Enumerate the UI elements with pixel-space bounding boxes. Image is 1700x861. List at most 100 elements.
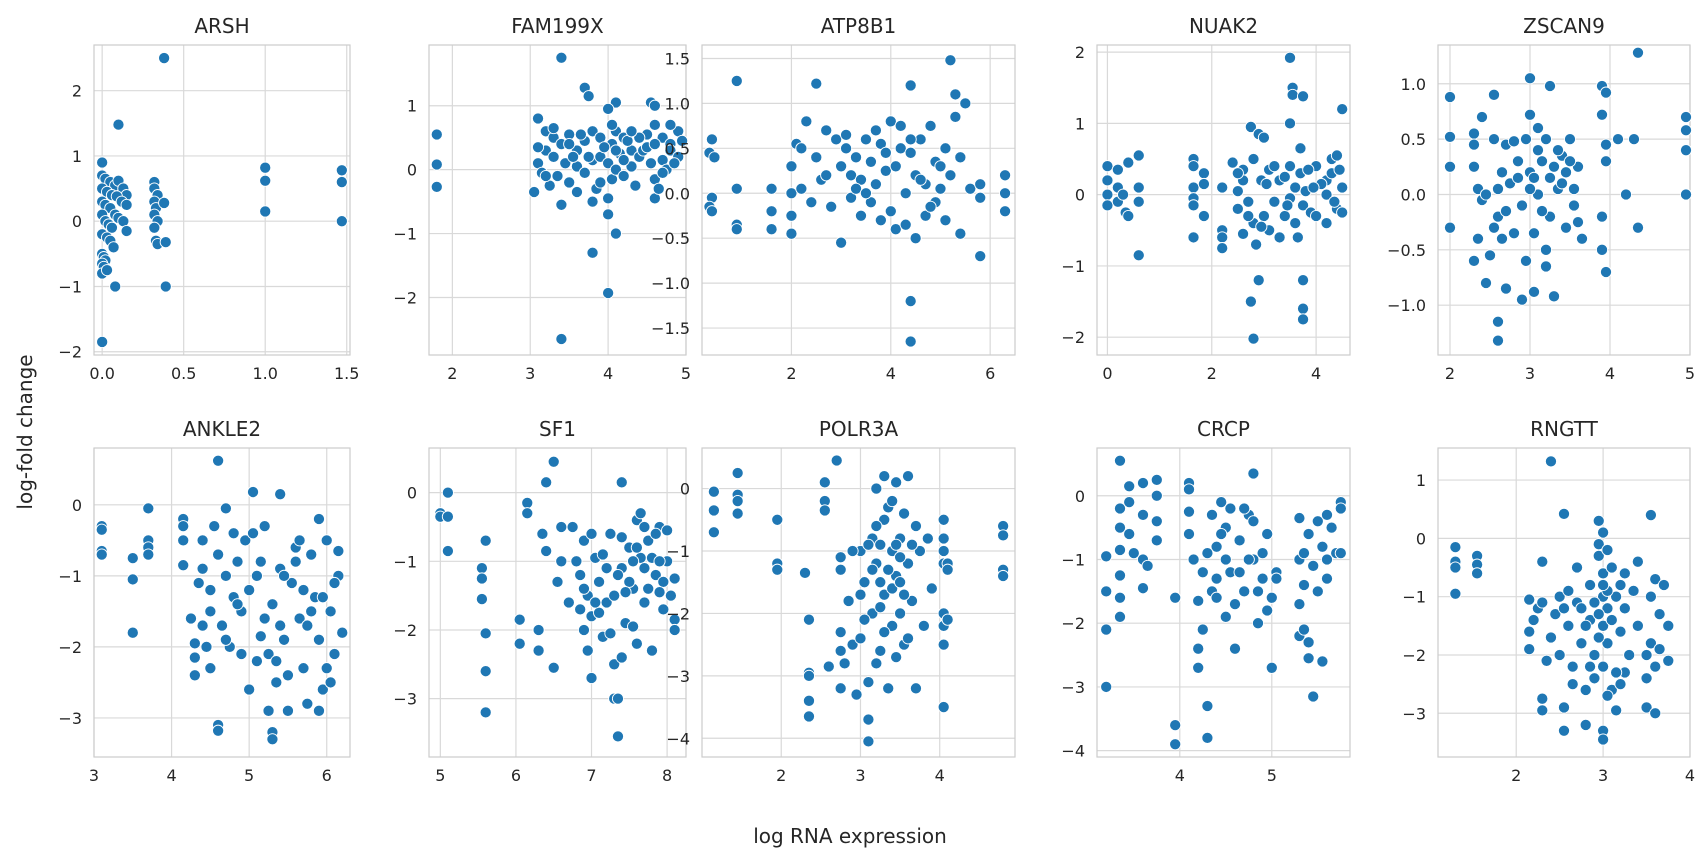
- data-point: [1595, 108, 1609, 121]
- data-point: [270, 655, 283, 668]
- data-point: [634, 507, 647, 520]
- data-point: [705, 133, 718, 146]
- data-point: [528, 185, 541, 199]
- data-point: [1187, 199, 1200, 212]
- points-sf1: [434, 455, 681, 743]
- data-point: [598, 141, 611, 154]
- data-point: [668, 572, 681, 585]
- data-point: [95, 548, 108, 561]
- data-point: [540, 544, 553, 558]
- data-point: [869, 178, 882, 191]
- data-point: [1169, 719, 1182, 732]
- data-point: [1449, 541, 1462, 554]
- data-point: [1653, 643, 1666, 656]
- data-point: [532, 644, 545, 657]
- data-point: [889, 223, 902, 236]
- data-point: [1201, 731, 1214, 744]
- panel-zscan9: ZSCAN9 2 3 4 5 −1.0 −0.5 0.0 0.5 1.0: [1387, 14, 1695, 383]
- y-tick-label: 0: [1416, 529, 1426, 548]
- data-point: [1562, 619, 1575, 632]
- data-point: [1316, 540, 1329, 553]
- y-tick-label: 0: [72, 496, 82, 515]
- data-point: [894, 576, 907, 589]
- data-point: [858, 576, 871, 589]
- data-point: [1571, 216, 1585, 229]
- data-point: [1523, 643, 1536, 656]
- x-tick-label: 7: [586, 766, 596, 785]
- data-point: [1238, 585, 1251, 598]
- data-point: [1623, 648, 1636, 662]
- data-point: [1597, 619, 1610, 632]
- data-point: [630, 637, 643, 650]
- panel-title: ARSH: [194, 14, 249, 38]
- x-tick-label: 2: [1445, 364, 1455, 383]
- data-point: [1244, 120, 1257, 134]
- data-point: [1247, 467, 1260, 480]
- x-tick-label: 6: [322, 766, 332, 785]
- data-point: [1557, 507, 1571, 520]
- panel-sf1: SF1 5 6 7 8 −3 −2 −1 0: [393, 417, 687, 785]
- data-point: [949, 88, 962, 101]
- y-tick-label: −3: [58, 709, 82, 728]
- x-tick-label: 0: [1102, 364, 1112, 383]
- data-point: [1467, 127, 1481, 140]
- data-point: [664, 118, 677, 131]
- data-point: [1495, 232, 1509, 245]
- data-point: [602, 157, 615, 170]
- data-point: [1597, 660, 1610, 673]
- panel-frame: [701, 447, 1016, 758]
- data-point: [1467, 160, 1481, 173]
- data-point: [1187, 231, 1200, 244]
- data-point: [1487, 88, 1501, 101]
- data-point: [305, 605, 318, 618]
- data-point: [859, 133, 873, 146]
- data-point: [934, 160, 947, 173]
- data-point: [262, 647, 275, 661]
- data-point: [328, 576, 341, 590]
- data-point: [1563, 133, 1577, 146]
- data-point: [1197, 209, 1210, 223]
- data-point: [148, 221, 161, 234]
- data-point: [1197, 167, 1210, 180]
- data-point: [765, 223, 778, 236]
- data-point: [854, 588, 867, 601]
- data-point: [1255, 220, 1268, 233]
- data-point: [835, 160, 848, 173]
- data-point: [1268, 195, 1281, 208]
- data-point: [1219, 553, 1232, 566]
- data-point: [1123, 496, 1136, 509]
- data-point: [904, 335, 917, 348]
- data-point: [1597, 733, 1610, 746]
- data-point: [1653, 608, 1666, 621]
- data-point: [1297, 302, 1310, 315]
- panel-fam199x: FAM199X 2 3 4 5 −2 −1 0 1: [393, 14, 691, 383]
- data-point: [567, 150, 580, 163]
- data-point: [335, 215, 348, 228]
- x-tick-label: 3: [89, 766, 99, 785]
- data-point: [1592, 514, 1605, 527]
- points-zscan9: [1443, 46, 1693, 347]
- data-point: [586, 246, 599, 259]
- data-point: [862, 676, 875, 689]
- y-tick-label: −2: [393, 288, 417, 307]
- data-point: [820, 124, 833, 137]
- data-point: [1261, 604, 1274, 617]
- data-point: [1662, 619, 1675, 632]
- data-point: [834, 551, 847, 564]
- data-point: [1328, 195, 1341, 208]
- data-point: [278, 569, 291, 582]
- data-point: [937, 544, 950, 558]
- x-tick-label: 2: [1207, 364, 1217, 383]
- data-point: [1540, 654, 1553, 667]
- y-tick-label: −1.5: [651, 319, 690, 338]
- data-point: [1228, 642, 1242, 655]
- points-atp8b1: [703, 54, 1012, 348]
- data-point: [1605, 613, 1618, 627]
- data-point: [664, 144, 677, 157]
- data-point: [1562, 584, 1575, 597]
- data-point: [293, 534, 306, 547]
- data-point: [1320, 188, 1333, 201]
- data-point: [1631, 619, 1644, 632]
- data-point: [563, 176, 576, 189]
- y-tick-label: −3: [1402, 704, 1426, 723]
